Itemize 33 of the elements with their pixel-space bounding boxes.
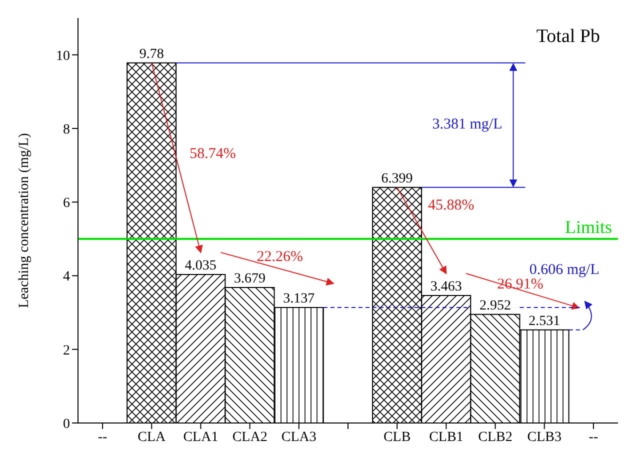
annotation: 3.381 mg/L — [432, 116, 502, 132]
annotation: 0.606 mg/L — [529, 262, 600, 278]
y-tick-label: 4 — [63, 270, 70, 285]
data-label: 3.463 — [430, 280, 462, 294]
x-tick-label: -- — [98, 430, 108, 445]
x-tick-label: CLB1 — [429, 430, 464, 445]
y-tick-label: 6 — [63, 196, 70, 212]
data-label: 2.531 — [528, 314, 560, 329]
chart-title: Total Pb — [536, 26, 600, 48]
annotation: 22.26% — [256, 249, 303, 265]
x-tick-label: CLB2 — [478, 430, 512, 445]
annotation: 45.88% — [428, 197, 474, 214]
data-label: 6.399 — [381, 171, 413, 186]
x-tick-label: CLA1 — [183, 430, 218, 445]
data-label: 3.137 — [283, 292, 315, 306]
x-tick-label: CLA3 — [281, 430, 316, 445]
x-tick-label: CLB — [383, 430, 411, 445]
x-tick-label: CLB3 — [527, 430, 562, 445]
y-tick-label: 8 — [63, 122, 70, 138]
y-tick-label: 10 — [56, 48, 70, 64]
ref-line-label: Limits — [564, 216, 612, 237]
y-tick-label: 2 — [63, 343, 70, 358]
x-tick-label: CLA — [138, 430, 167, 445]
data-label: 3.679 — [234, 272, 266, 287]
y-tick-label: 0 — [63, 416, 70, 432]
data-label: 9.78 — [139, 46, 164, 62]
annotation: 58.74% — [190, 146, 236, 162]
data-label: 2.952 — [479, 298, 511, 314]
y-axis-title: Leaching concentration (mg/L) — [16, 132, 32, 308]
x-tick-label: CLA2 — [232, 430, 268, 445]
data-label: 4.035 — [184, 258, 216, 274]
x-tick-label: -- — [588, 430, 598, 445]
annotation: 26.91% — [497, 276, 544, 293]
